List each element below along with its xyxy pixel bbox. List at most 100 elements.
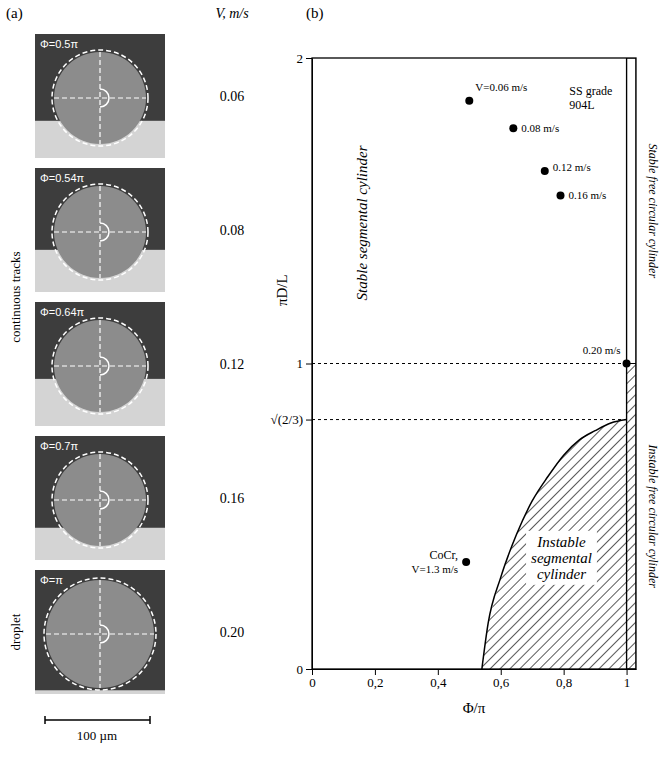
micrograph-outline: [44, 578, 156, 690]
annotations: V=0.06 m/s 0.08 m/s 0.12 m/s 0.16 m/s 0.20 m…: [354, 81, 660, 589]
y-tick-mark: [306, 364, 312, 365]
y-tick-mark: [306, 58, 312, 59]
micrograph: Φ=0.7π: [35, 436, 165, 560]
micrograph-angle: [100, 89, 109, 107]
reference-line: [312, 419, 627, 420]
micrograph-axis: [54, 499, 146, 500]
micrograph-outline: [52, 452, 148, 548]
x-tick: 0,4: [430, 669, 447, 690]
x-tick: 0: [309, 669, 316, 690]
y-tick: √(2/3): [271, 412, 312, 427]
micrograph-track: [54, 186, 146, 278]
y-tick-mark: [306, 420, 312, 421]
series-name: SS grade904L: [569, 84, 612, 112]
y-tick-mark: [306, 669, 312, 670]
speed-value: 0.16: [220, 491, 245, 506]
strip-upper: [627, 58, 636, 364]
region-label-group: Instablesegmentalcylinder: [526, 531, 597, 585]
data-point: [465, 97, 473, 105]
x-tick-mark: [564, 669, 565, 675]
panel-label: (a): [6, 5, 23, 22]
y-tick-label: 0: [297, 662, 304, 677]
x-tick-mark: [627, 669, 628, 675]
x-tick: 1: [624, 669, 631, 690]
micrograph-axis: [99, 454, 100, 546]
x-tick-label: 0,6: [493, 675, 510, 690]
x-axis-line: [313, 669, 637, 670]
micrograph-angle: [100, 357, 109, 375]
scale-bar-line: [45, 719, 150, 721]
point-label: 0.20 m/s: [583, 344, 621, 356]
x-axis-title: Φ/π: [463, 700, 486, 716]
y-tick: 2: [297, 51, 313, 66]
point-label: 0.16 m/s: [569, 189, 607, 201]
micrograph-track: [54, 454, 146, 546]
micrograph-axis: [99, 186, 100, 278]
point-label: 0.12 m/s: [553, 161, 591, 173]
x-axis: 0 0,2 0,4 0,6 0,8 1: [309, 669, 636, 690]
micrograph-track: [54, 52, 146, 144]
phi-label: Φ=π: [40, 574, 63, 586]
label-patch: [526, 531, 597, 585]
series-name: CoCr,: [430, 548, 459, 562]
data-point: [557, 191, 565, 199]
x-tick-label: 0,4: [430, 675, 447, 690]
phi-label: Φ=0.7π: [40, 440, 78, 452]
micrograph-axis: [54, 231, 146, 232]
x-tick: 0,8: [556, 669, 572, 690]
y-axis-title: πD/L: [274, 274, 290, 306]
chart-container: (a)V, m/sΦ=0.5π0.06Φ=0.54π0.08Φ=0.64π0.1…: [0, 0, 668, 778]
micrograph-background: [35, 34, 165, 158]
micrograph-background: [35, 168, 165, 292]
region-label: Stable segmental cylinder: [354, 145, 370, 300]
y-tick: 1: [297, 356, 313, 371]
y-tick: 0: [297, 662, 313, 677]
point-label: V=0.06 m/s: [475, 81, 527, 93]
x-tick: 0,2: [367, 669, 383, 690]
speed-value: 0.08: [220, 223, 245, 238]
region-label-line: cylinder: [537, 566, 586, 582]
micrograph-angle: [100, 625, 109, 643]
micrograph-axis: [99, 580, 100, 688]
micrograph-track: [54, 320, 146, 412]
column-title: V, m/s: [215, 6, 249, 21]
speed-value: 0.12: [220, 357, 245, 372]
scale-bar-label: 100 µm: [77, 728, 117, 743]
micrograph-angle: [100, 491, 109, 509]
x-tick: 0,6: [493, 669, 510, 690]
speed-value: 0.06: [220, 89, 245, 104]
x-tick-label: 0: [309, 675, 316, 690]
micrograph-outline: [52, 184, 148, 280]
panel-label: (b): [306, 5, 324, 22]
y-tick-label: 2: [297, 51, 304, 66]
y-axis-line: [312, 59, 313, 670]
scale-bar-end: [44, 716, 46, 724]
panel-a: (a)V, m/sΦ=0.5π0.06Φ=0.54π0.08Φ=0.64π0.1…: [6, 5, 249, 743]
x-tick-mark: [312, 669, 313, 675]
x-tick-mark: [375, 669, 376, 675]
panel-b: (b) 0 0,2 0,4 0,6 0,8 1 0 √(2/3) 1 2 Φ/π πD/L V=0.06 …: [271, 5, 660, 716]
micrograph-axis: [99, 320, 100, 412]
x-tick-label: 1: [624, 675, 631, 690]
point-label: 0.08 m/s: [521, 122, 559, 134]
plot-frame: [312, 58, 636, 669]
stability-boundary: [482, 420, 627, 669]
data-point: [509, 124, 517, 132]
micrograph-background: [35, 436, 165, 560]
scale-bar-end: [149, 716, 151, 724]
data-point: [623, 360, 631, 368]
strip-label: Instable free circular cylinder: [646, 444, 660, 589]
data-point: [541, 167, 549, 175]
series-name-line: SS grade: [569, 84, 612, 98]
micrograph-angle: [100, 223, 109, 241]
figure: (a)V, m/sΦ=0.5π0.06Φ=0.54π0.08Φ=0.64π0.1…: [0, 0, 668, 778]
phi-label: Φ=0.5π: [40, 38, 78, 50]
phi-label: Φ=0.54π: [40, 172, 85, 184]
micrograph-track: [46, 580, 154, 688]
unstable-region: [482, 420, 627, 669]
region-label: Instablesegmentalcylinder: [531, 534, 592, 582]
micrograph: Φ=0.54π: [35, 168, 165, 292]
region-label-line: Instable: [536, 534, 586, 550]
scale-bar: 100 µm: [45, 716, 150, 743]
micrograph-outline: [52, 318, 148, 414]
